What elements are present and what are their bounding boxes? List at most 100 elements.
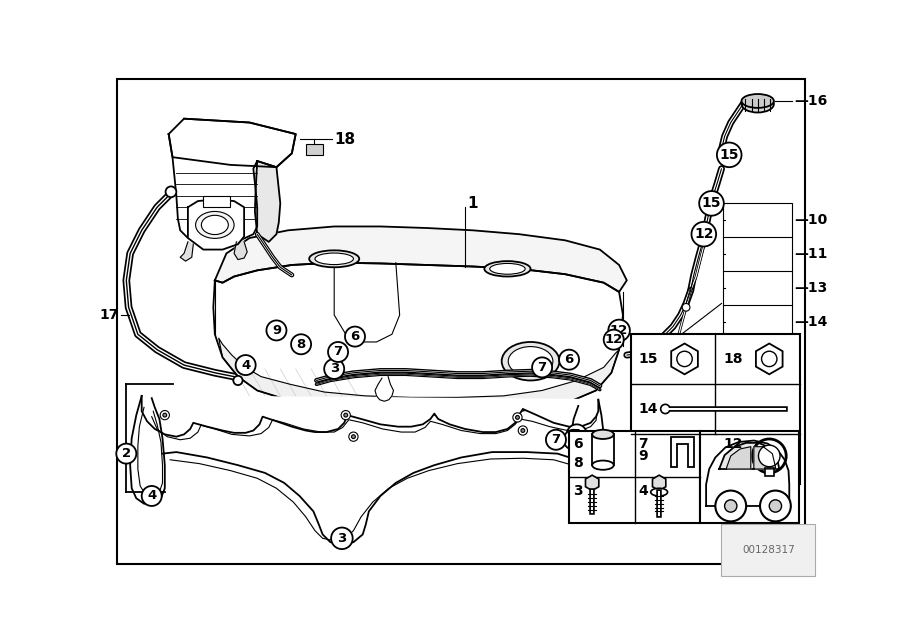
Circle shape [516, 415, 519, 419]
Circle shape [331, 527, 353, 549]
Bar [569, 431, 700, 523]
Polygon shape [671, 343, 698, 375]
Text: 9: 9 [638, 449, 648, 463]
Ellipse shape [592, 460, 614, 470]
Polygon shape [141, 396, 598, 437]
Circle shape [691, 222, 716, 247]
Circle shape [559, 350, 579, 370]
Circle shape [759, 445, 780, 467]
Ellipse shape [501, 342, 560, 380]
Circle shape [141, 486, 162, 506]
Circle shape [604, 329, 624, 350]
Polygon shape [168, 119, 296, 242]
Circle shape [717, 142, 742, 167]
Text: 18: 18 [723, 352, 742, 366]
Polygon shape [754, 446, 776, 469]
Circle shape [328, 342, 348, 362]
Circle shape [513, 413, 522, 422]
Text: 12: 12 [605, 333, 623, 346]
Text: 4: 4 [147, 490, 157, 502]
Text: 7: 7 [638, 436, 648, 451]
Polygon shape [168, 119, 296, 167]
Text: 3: 3 [329, 363, 338, 375]
Circle shape [752, 439, 787, 473]
Text: 12: 12 [723, 436, 742, 451]
Text: 2: 2 [122, 447, 130, 460]
Polygon shape [586, 475, 598, 490]
Ellipse shape [592, 430, 614, 439]
Ellipse shape [195, 211, 234, 238]
Ellipse shape [742, 94, 774, 108]
Circle shape [233, 376, 243, 385]
Text: 4: 4 [241, 359, 250, 371]
Polygon shape [569, 399, 604, 494]
Polygon shape [188, 200, 244, 249]
Circle shape [563, 430, 584, 450]
Polygon shape [375, 377, 393, 401]
Circle shape [345, 326, 365, 347]
Bar [765, 468, 774, 476]
Polygon shape [726, 446, 751, 469]
Text: 00128317: 00128317 [742, 545, 795, 555]
Text: 6: 6 [350, 330, 360, 343]
Text: 14: 14 [638, 402, 658, 416]
Polygon shape [255, 161, 280, 242]
Ellipse shape [310, 251, 359, 267]
Text: —14: —14 [794, 315, 827, 329]
Circle shape [521, 429, 525, 432]
Circle shape [160, 410, 169, 420]
Circle shape [163, 413, 166, 417]
Text: 6: 6 [564, 353, 573, 366]
Polygon shape [219, 338, 619, 415]
Circle shape [349, 432, 358, 441]
Text: 8: 8 [296, 338, 306, 351]
Circle shape [546, 430, 566, 450]
Circle shape [716, 490, 746, 522]
Bar [723, 204, 792, 338]
Circle shape [341, 410, 350, 420]
Text: 6: 6 [573, 438, 582, 452]
Circle shape [699, 191, 724, 216]
Ellipse shape [651, 488, 668, 496]
Text: —11: —11 [794, 247, 827, 261]
Text: 7: 7 [552, 433, 561, 446]
Bar [592, 434, 614, 465]
Circle shape [567, 424, 587, 445]
Polygon shape [670, 437, 694, 467]
Polygon shape [719, 443, 779, 469]
Ellipse shape [742, 95, 774, 113]
Text: 12: 12 [610, 324, 628, 337]
Circle shape [760, 490, 791, 522]
Text: 1: 1 [467, 196, 478, 211]
Bar [700, 431, 798, 523]
Text: 7: 7 [334, 345, 343, 359]
Ellipse shape [490, 263, 526, 274]
Polygon shape [756, 343, 783, 375]
Polygon shape [215, 226, 626, 292]
Circle shape [677, 351, 692, 366]
Circle shape [653, 350, 673, 370]
Circle shape [236, 355, 256, 375]
Ellipse shape [315, 253, 354, 265]
Text: 8: 8 [573, 456, 582, 470]
Polygon shape [213, 263, 623, 415]
Circle shape [324, 359, 344, 379]
Circle shape [518, 426, 527, 435]
Text: 12: 12 [694, 227, 714, 241]
Text: —16: —16 [794, 94, 827, 108]
Circle shape [116, 444, 136, 464]
Polygon shape [180, 242, 194, 261]
Text: 9: 9 [272, 324, 281, 337]
Polygon shape [706, 441, 789, 506]
Circle shape [352, 435, 356, 439]
Bar [203, 196, 230, 207]
Circle shape [770, 500, 781, 512]
Circle shape [266, 321, 286, 340]
Text: 6: 6 [569, 433, 579, 446]
Polygon shape [652, 475, 666, 490]
Circle shape [532, 357, 552, 377]
Text: 15: 15 [702, 197, 721, 211]
Ellipse shape [508, 347, 553, 376]
Text: 7: 7 [537, 361, 546, 374]
Text: —13: —13 [794, 281, 827, 295]
